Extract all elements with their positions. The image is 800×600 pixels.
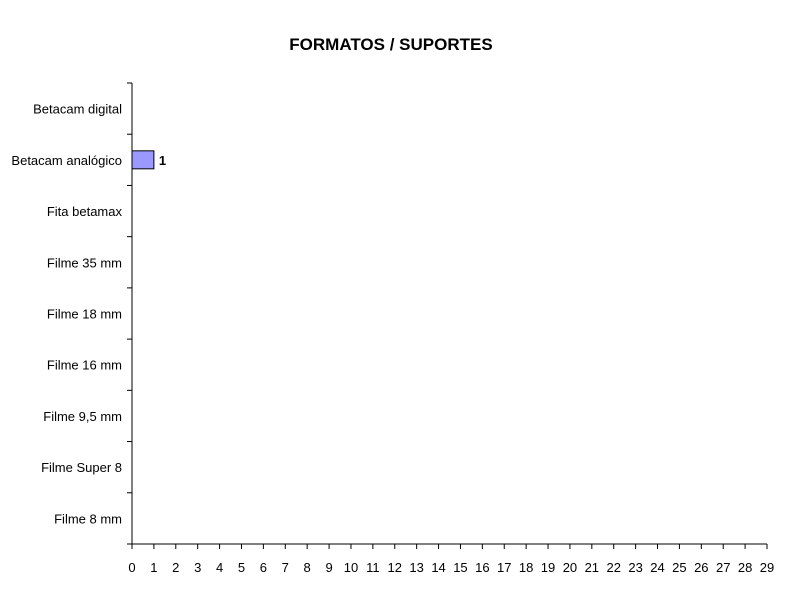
data-label: 1 [159,153,166,168]
x-tick-label: 11 [366,560,380,575]
bar [131,150,155,170]
x-tick-label: 23 [628,560,642,575]
x-tick-label: 5 [238,560,245,575]
category-label: Filme 8 mm [54,511,122,526]
x-tick-label: 1 [150,560,157,575]
category-label: Betacam digital [33,102,122,117]
x-tick-label: 13 [409,560,423,575]
x-tick-label: 18 [519,560,533,575]
chart-title: FORMATOS / SUPORTES [289,35,493,54]
x-tick-label: 7 [282,560,289,575]
x-tick-label: 3 [194,560,201,575]
x-tick-label: 17 [497,560,511,575]
category-label: Filme 16 mm [47,358,122,373]
x-tick-label: 0 [128,560,135,575]
category-label: Filme 9,5 mm [43,409,122,424]
x-tick-label: 22 [606,560,620,575]
category-label: Betacam analógico [11,153,122,168]
x-tick-label: 24 [650,560,664,575]
x-tick-label: 27 [716,560,730,575]
x-tick-label: 12 [388,560,402,575]
category-label: Filme 35 mm [47,255,122,270]
x-tick-label: 25 [672,560,686,575]
x-tick-label: 16 [475,560,489,575]
category-label: Filme Super 8 [41,460,122,475]
x-tick-label: 8 [304,560,311,575]
x-tick-label: 20 [563,560,577,575]
x-tick-label: 21 [585,560,599,575]
x-tick-label: 15 [453,560,467,575]
x-tick-label: 19 [541,560,555,575]
category-label: Fita betamax [47,204,123,219]
x-tick-label: 14 [431,560,445,575]
x-tick-label: 2 [172,560,179,575]
x-tick-label: 10 [344,560,358,575]
x-tick-label: 9 [325,560,332,575]
x-tick-label: 29 [760,560,774,575]
x-tick-label: 4 [216,560,223,575]
category-label: Filme 18 mm [47,307,122,322]
x-tick-label: 6 [260,560,267,575]
x-tick-label: 28 [738,560,752,575]
x-tick-label: 26 [694,560,708,575]
